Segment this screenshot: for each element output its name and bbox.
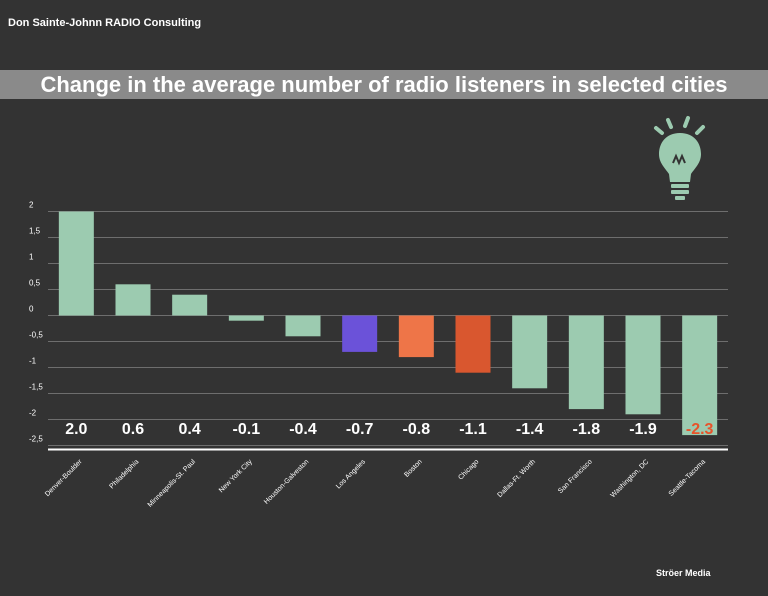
source-label: Ströer Media — [656, 568, 711, 578]
data-label: 2.0 — [65, 421, 87, 438]
data-label: -0.1 — [233, 421, 261, 438]
y-tick-label: -2,5 — [29, 435, 43, 444]
category-label: Washington, DC — [610, 458, 651, 499]
y-tick-label: -1,5 — [29, 383, 43, 392]
bar — [172, 294, 208, 316]
bar — [625, 315, 661, 415]
category-label: Boston — [403, 458, 423, 478]
y-tick-label: 2 — [29, 201, 34, 210]
category-label: Minneapolis-St. Paul — [147, 458, 198, 509]
data-label: -0.8 — [403, 421, 431, 438]
data-label: -1.4 — [516, 421, 544, 438]
bar — [682, 315, 718, 436]
category-label: Dallas-Ft. Worth — [496, 458, 537, 499]
chart-title: Change in the average number of radio li… — [40, 72, 728, 97]
bar — [285, 315, 321, 337]
bar — [115, 284, 151, 316]
data-label: -1.1 — [459, 421, 487, 438]
data-label: -2.3 — [686, 421, 714, 438]
brand-name: Don Sainte-Johnn RADIO Consulting — [8, 17, 202, 29]
data-label: -0.7 — [346, 421, 374, 438]
data-label: -1.9 — [629, 421, 657, 438]
bar — [568, 315, 604, 410]
category-label: Seattle-Tacoma — [668, 458, 707, 497]
y-tick-label: 0 — [29, 305, 34, 314]
y-tick-label: -0,5 — [29, 331, 43, 340]
lightbulb-icon — [654, 116, 705, 200]
y-tick-label: 1 — [29, 253, 34, 262]
category-label: Los Angeles — [335, 458, 367, 490]
data-label: -0.4 — [289, 421, 317, 438]
category-label: Denver-Boulder — [44, 458, 84, 498]
y-tick-label: -2 — [29, 409, 37, 418]
title-band — [0, 70, 768, 99]
bar — [228, 315, 264, 321]
bar — [398, 315, 434, 358]
bar — [455, 315, 491, 373]
bar — [512, 315, 548, 389]
category-label: Houston-Galveston — [263, 458, 310, 505]
category-label: Chicago — [457, 458, 480, 481]
category-label: San Francisco — [557, 458, 594, 495]
y-tick-label: 1,5 — [29, 227, 41, 236]
bar — [58, 211, 94, 316]
data-label: 0.4 — [179, 421, 201, 438]
data-label: 0.6 — [122, 421, 144, 438]
category-label: New York City — [218, 458, 254, 494]
category-label: Philadelphia — [108, 458, 140, 490]
bar — [342, 315, 378, 352]
y-tick-label: 0,5 — [29, 279, 41, 288]
y-tick-label: -1 — [29, 357, 37, 366]
data-label: -1.8 — [573, 421, 601, 438]
